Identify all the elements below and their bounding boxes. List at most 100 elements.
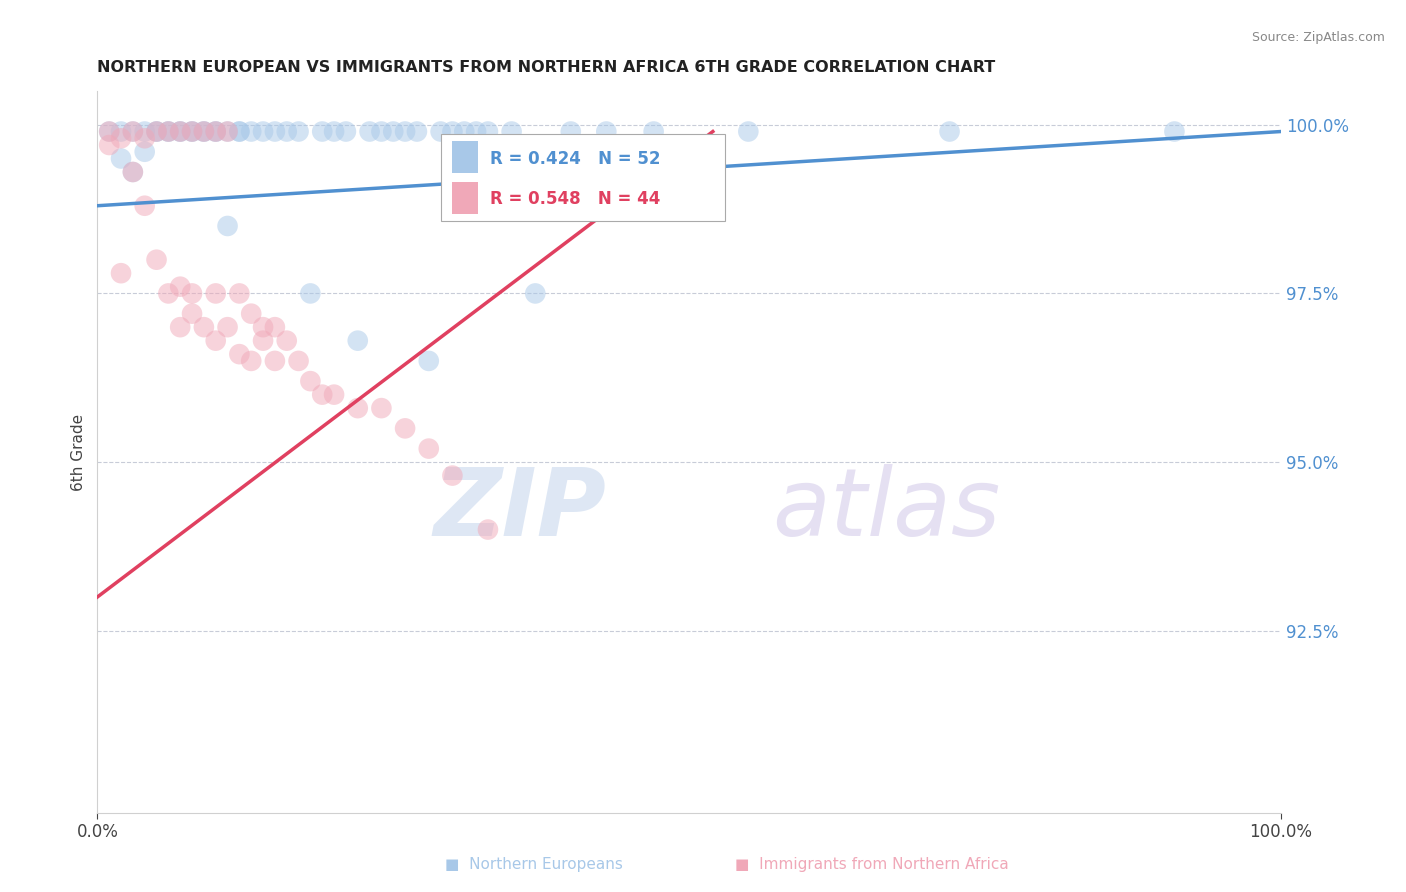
Point — [406, 124, 429, 138]
Text: atlas: atlas — [772, 464, 1000, 555]
Point — [441, 468, 464, 483]
Point — [359, 124, 381, 138]
Point — [145, 124, 167, 138]
Point — [323, 124, 346, 138]
Text: ■  Immigrants from Northern Africa: ■ Immigrants from Northern Africa — [735, 857, 1008, 872]
Point — [228, 124, 250, 138]
Point — [98, 124, 121, 138]
Point — [264, 354, 287, 368]
Point — [418, 442, 440, 456]
Point — [98, 138, 121, 153]
Point — [276, 124, 298, 138]
Point — [1163, 124, 1185, 138]
Point — [465, 124, 488, 138]
Point — [145, 124, 167, 138]
Point — [299, 286, 322, 301]
Point — [193, 124, 215, 138]
Bar — [453, 182, 478, 214]
Point — [311, 124, 333, 138]
Point — [311, 387, 333, 401]
Point — [264, 320, 287, 334]
Point — [204, 124, 226, 138]
Point — [382, 124, 405, 138]
Point — [228, 347, 250, 361]
Point — [217, 219, 239, 233]
Point — [169, 124, 191, 138]
Point — [121, 124, 143, 138]
Point — [134, 124, 156, 138]
Point — [110, 152, 132, 166]
Point — [737, 124, 759, 138]
Point — [157, 124, 180, 138]
Point — [240, 124, 263, 138]
FancyBboxPatch shape — [440, 135, 724, 221]
Point — [169, 124, 191, 138]
Point — [276, 334, 298, 348]
Point — [370, 124, 392, 138]
Point — [134, 131, 156, 145]
Text: Source: ZipAtlas.com: Source: ZipAtlas.com — [1251, 31, 1385, 45]
Point — [394, 124, 416, 138]
Point — [121, 165, 143, 179]
Point — [157, 124, 180, 138]
Point — [287, 124, 309, 138]
Point — [394, 421, 416, 435]
Point — [110, 266, 132, 280]
Point — [228, 286, 250, 301]
Point — [181, 286, 204, 301]
Point — [595, 124, 617, 138]
Point — [98, 124, 121, 138]
Point — [252, 334, 274, 348]
Point — [477, 124, 499, 138]
Point — [346, 401, 368, 416]
Point — [217, 124, 239, 138]
Point — [181, 124, 204, 138]
Point — [346, 334, 368, 348]
Point — [524, 286, 547, 301]
Point — [193, 124, 215, 138]
Point — [240, 307, 263, 321]
Point — [169, 124, 191, 138]
Y-axis label: 6th Grade: 6th Grade — [72, 413, 86, 491]
Point — [560, 124, 582, 138]
Point — [323, 387, 346, 401]
Point — [501, 124, 523, 138]
Point — [181, 124, 204, 138]
Point — [145, 124, 167, 138]
Point — [264, 124, 287, 138]
Point — [418, 354, 440, 368]
Point — [204, 334, 226, 348]
Text: R = 0.424   N = 52: R = 0.424 N = 52 — [491, 150, 661, 168]
Point — [217, 320, 239, 334]
Point — [252, 124, 274, 138]
Point — [217, 124, 239, 138]
Point — [453, 124, 475, 138]
Point — [157, 286, 180, 301]
Point — [110, 131, 132, 145]
Point — [938, 124, 960, 138]
Point — [121, 165, 143, 179]
Point — [228, 124, 250, 138]
Point — [287, 354, 309, 368]
Text: R = 0.548   N = 44: R = 0.548 N = 44 — [491, 190, 661, 209]
Text: ■  Northern Europeans: ■ Northern Europeans — [446, 857, 623, 872]
Point — [643, 124, 665, 138]
Point — [121, 124, 143, 138]
Text: ZIP: ZIP — [433, 464, 606, 556]
Point — [477, 523, 499, 537]
Point — [193, 124, 215, 138]
Point — [441, 124, 464, 138]
Point — [169, 279, 191, 293]
Point — [299, 374, 322, 388]
Point — [204, 286, 226, 301]
Point — [370, 401, 392, 416]
Point — [335, 124, 357, 138]
Point — [110, 124, 132, 138]
Point — [181, 307, 204, 321]
Point — [157, 124, 180, 138]
Point — [181, 124, 204, 138]
Bar — [453, 141, 478, 173]
Point — [204, 124, 226, 138]
Text: NORTHERN EUROPEAN VS IMMIGRANTS FROM NORTHERN AFRICA 6TH GRADE CORRELATION CHART: NORTHERN EUROPEAN VS IMMIGRANTS FROM NOR… — [97, 60, 995, 75]
Point — [204, 124, 226, 138]
